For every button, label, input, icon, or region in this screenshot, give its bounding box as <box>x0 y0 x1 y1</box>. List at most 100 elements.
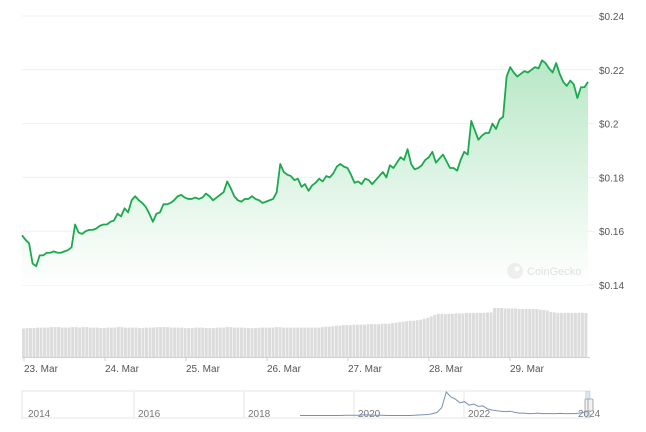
volume-bar <box>109 327 113 357</box>
volume-bar <box>222 327 226 357</box>
volume-bar <box>507 308 511 357</box>
volume-bar <box>102 328 106 357</box>
volume-bar <box>215 327 219 357</box>
volume-bar <box>180 327 184 357</box>
volume-bar <box>271 327 275 357</box>
volume-bar <box>268 327 272 357</box>
volume-bar <box>341 325 345 357</box>
volume-bar <box>380 323 384 357</box>
volume-bar <box>134 327 138 357</box>
volume-bar <box>92 327 96 357</box>
volume-bar <box>580 312 584 357</box>
volume-bar <box>81 327 85 357</box>
navigator-year-label: 2022 <box>468 409 491 420</box>
volume-bar <box>116 327 120 357</box>
volume-bar <box>310 327 314 357</box>
volume-bar <box>130 327 134 357</box>
volume-bar <box>127 327 131 357</box>
price-area-fill <box>22 60 588 285</box>
navigator-year-label: 2018 <box>248 409 271 420</box>
volume-bar <box>85 327 89 357</box>
volume-bar <box>169 327 173 357</box>
y-tick-label: $0.14 <box>599 281 624 292</box>
volume-bar <box>225 327 229 357</box>
navigator-year-grid: 2014 2016 2018 2020 2022 2024 <box>28 391 601 420</box>
volume-bars <box>22 308 588 357</box>
volume-bar <box>99 328 103 357</box>
volume-bar <box>292 327 296 357</box>
navigator-year-label: 2024 <box>578 409 601 420</box>
volume-bar <box>173 327 177 357</box>
volume-bar <box>563 312 567 357</box>
volume-bar <box>331 326 335 357</box>
navigator-series-line <box>300 391 589 417</box>
volume-bar <box>324 326 328 357</box>
volume-bar <box>211 328 215 357</box>
volume-bar <box>391 323 395 357</box>
volume-bar <box>296 327 300 357</box>
volume-bar <box>398 322 402 357</box>
x-tick-label: 24. Mar <box>105 364 140 375</box>
volume-bar <box>552 312 556 357</box>
volume-bar <box>500 308 504 357</box>
volume-bar <box>25 328 29 357</box>
volume-bar <box>22 328 25 357</box>
volume-bar <box>535 308 539 357</box>
volume-bar <box>514 308 518 357</box>
volume-bar <box>373 324 377 357</box>
volume-bar <box>338 325 342 357</box>
volume-bar <box>538 309 542 357</box>
volume-bar <box>482 312 486 357</box>
navigator-year-label: 2014 <box>28 409 51 420</box>
volume-bar <box>239 327 243 357</box>
volume-bar <box>384 323 388 357</box>
x-tick-label: 25. Mar <box>186 364 221 375</box>
volume-bar <box>556 312 560 357</box>
volume-bar <box>106 327 110 357</box>
volume-bar <box>412 320 416 357</box>
volume-bar <box>405 321 409 357</box>
volume-bar <box>401 321 405 357</box>
range-navigator[interactable]: 2014 2016 2018 2020 2022 2024 <box>21 390 601 420</box>
volume-bar <box>250 328 254 357</box>
navigator-year-label: 2020 <box>358 409 381 420</box>
coingecko-logo-icon <box>507 263 523 279</box>
volume-bar <box>201 327 205 357</box>
navigator-frame <box>21 390 591 419</box>
navigator-right-handle[interactable] <box>587 398 594 412</box>
volume-bar <box>334 325 338 357</box>
volume-bar <box>71 327 75 357</box>
x-tick-label: 26. Mar <box>267 364 302 375</box>
volume-bar <box>363 324 366 357</box>
volume-bar <box>394 322 398 357</box>
volume-bar <box>521 308 525 357</box>
volume-bar <box>542 309 546 357</box>
volume-bar <box>348 325 352 357</box>
price-line <box>21 59 589 268</box>
y-tick-label: $0.18 <box>599 173 624 184</box>
volume-bar <box>440 313 444 357</box>
volume-bar <box>162 327 166 357</box>
volume-bar <box>419 319 423 357</box>
volume-bar <box>39 327 43 357</box>
volume-bar <box>408 320 412 357</box>
volume-bar <box>366 324 370 357</box>
volume-bar <box>88 327 92 357</box>
volume-bar <box>299 327 303 357</box>
volume-bar <box>123 327 127 357</box>
y-tick-label: $0.24 <box>599 12 624 23</box>
volume-bar <box>194 327 198 357</box>
volume-bar <box>57 327 61 357</box>
volume-bar <box>229 327 233 357</box>
volume-bar <box>471 312 475 357</box>
volume-bar <box>303 327 307 357</box>
volume-bar <box>197 327 201 357</box>
volume-bar <box>566 312 570 357</box>
volume-bar <box>289 327 293 357</box>
volume-bar <box>53 327 57 357</box>
volume-bar <box>461 313 465 357</box>
y-tick-label: $0.16 <box>599 227 624 238</box>
volume-bar <box>145 327 148 357</box>
volume-bar <box>450 313 454 357</box>
